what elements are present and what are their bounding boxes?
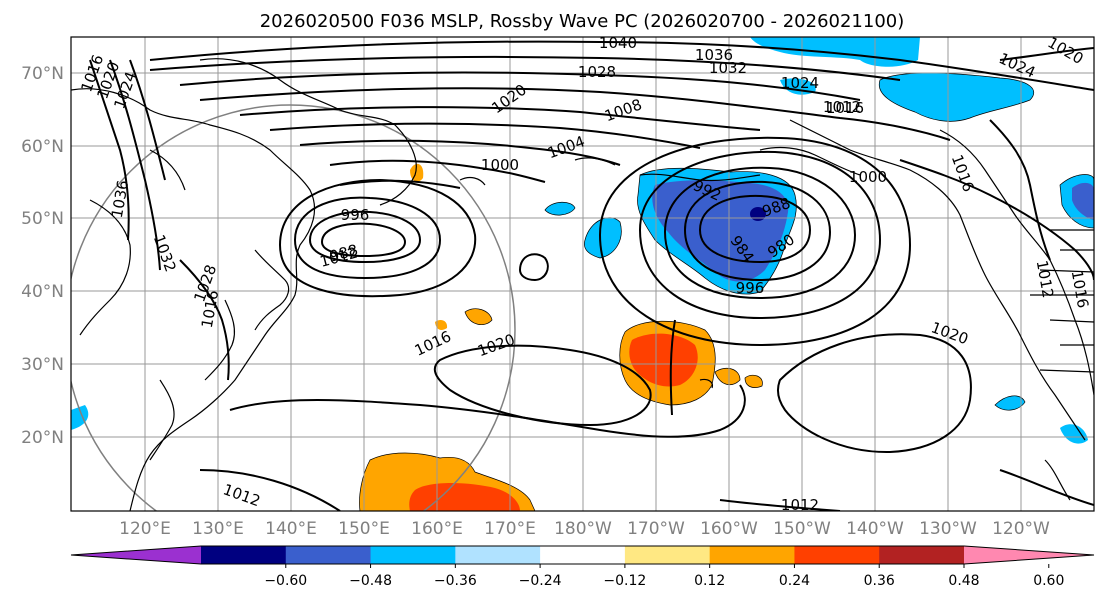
range-circle (71, 104, 516, 511)
colorbar-tick-label: −0.24 (519, 573, 562, 589)
longitude-labels: 120°E 130°E 140°E 150°E 160°E 170°E 180°… (119, 519, 1050, 539)
colorbar-swatch (879, 546, 965, 564)
map-frame (70, 36, 1095, 512)
lat-label: 40°N (21, 282, 64, 302)
lat-label: 50°N (21, 209, 64, 229)
colorbar-tick-label: 0.60 (1033, 573, 1064, 589)
isobar-label: 1000 (849, 168, 887, 186)
negative-anomaly-mid (652, 180, 789, 282)
colorbar-swatch (201, 546, 287, 564)
colorbar: −0.60 −0.48 −0.36 −0.24 −0.12 0.12 0.24 0.36 0.4… (70, 545, 1095, 589)
isobar-labels: 1040 1036 1032 1028 1024 1020 1016 1012 … (77, 33, 1092, 514)
isobar-label: 1012 (823, 98, 861, 116)
isobars (89, 40, 1094, 511)
isobar-label: 1036 (695, 46, 733, 64)
lon-label: 130°E (192, 519, 244, 539)
colorbar-tick-label: 0.24 (779, 573, 810, 589)
colorbar-swatch (540, 546, 626, 564)
lon-label: 180°W (554, 519, 612, 539)
negative-anomaly-patch (1060, 424, 1088, 444)
latitude-labels: 70°N 60°N 50°N 40°N 30°N 20°N (21, 64, 64, 448)
colorbar-swatch (709, 546, 795, 564)
lon-label: 120°W (992, 519, 1050, 539)
lon-label: 130°W (919, 519, 977, 539)
colorbar-swatch (794, 546, 880, 564)
colorbar-tick-label: 0.48 (948, 573, 979, 589)
negative-anomaly-patch (544, 201, 576, 216)
positive-anomaly-patch (464, 308, 493, 326)
lon-label: 150°E (338, 519, 390, 539)
isobar-label: 996 (736, 279, 765, 297)
positive-anomaly-patch (744, 374, 763, 388)
colorbar-swatch (285, 546, 372, 564)
isobar-label: 1000 (481, 156, 519, 174)
lon-label: 150°W (773, 519, 831, 539)
negative-anomaly-patch (71, 405, 89, 430)
negative-anomaly-patch (994, 395, 1026, 411)
lat-label: 30°N (21, 355, 64, 375)
colorbar-tick-label: 0.36 (864, 573, 895, 589)
negative-anomaly-patch (878, 72, 1035, 122)
lon-label: 160°W (700, 519, 758, 539)
map-content (71, 37, 1094, 511)
isobar-label: 1024 (781, 74, 819, 92)
colorbar-tick-label: −0.60 (264, 573, 307, 589)
colorbar-tick-label: 0.12 (694, 573, 725, 589)
lat-label: 20°N (21, 428, 64, 448)
colorbar-swatch (624, 546, 711, 564)
positive-anomaly-patch (435, 320, 448, 330)
anomaly-shading (71, 37, 1094, 511)
lon-label: 140°E (265, 519, 317, 539)
colorbar-outline (70, 545, 1095, 565)
lon-label: 120°E (119, 519, 171, 539)
lon-label: 170°E (484, 519, 536, 539)
gridlines (71, 37, 1094, 511)
isobar-label: 996 (341, 206, 370, 224)
negative-anomaly-patch (750, 37, 920, 67)
isobar-label: 1032 (709, 59, 747, 77)
colorbar-extend-high (964, 546, 1094, 564)
lon-label: 140°W (846, 519, 904, 539)
map-title: 2026020500 F036 MSLP, Rossby Wave PC (20… (260, 11, 905, 32)
colorbar-swatch (370, 546, 456, 564)
colorbar-tick-label: −0.48 (349, 573, 392, 589)
isobar-label: 1040 (599, 34, 637, 52)
isobar-label: 1016 (826, 99, 864, 117)
colorbar-extend-low (71, 546, 201, 564)
positive-anomaly-core (629, 333, 698, 387)
lon-label: 170°W (627, 519, 685, 539)
positive-anomaly-patch (714, 367, 741, 386)
negative-anomaly-patch-mid (1072, 182, 1094, 220)
isobar-label: 1012 (781, 496, 819, 514)
colorbar-tick-label: −0.12 (603, 573, 646, 589)
colorbar-tick-label: −0.36 (434, 573, 477, 589)
lat-label: 70°N (21, 64, 64, 84)
lon-label: 160°E (411, 519, 463, 539)
isobar-label: 1028 (578, 63, 616, 81)
lat-label: 60°N (21, 137, 64, 157)
colorbar-swatch (455, 546, 541, 564)
